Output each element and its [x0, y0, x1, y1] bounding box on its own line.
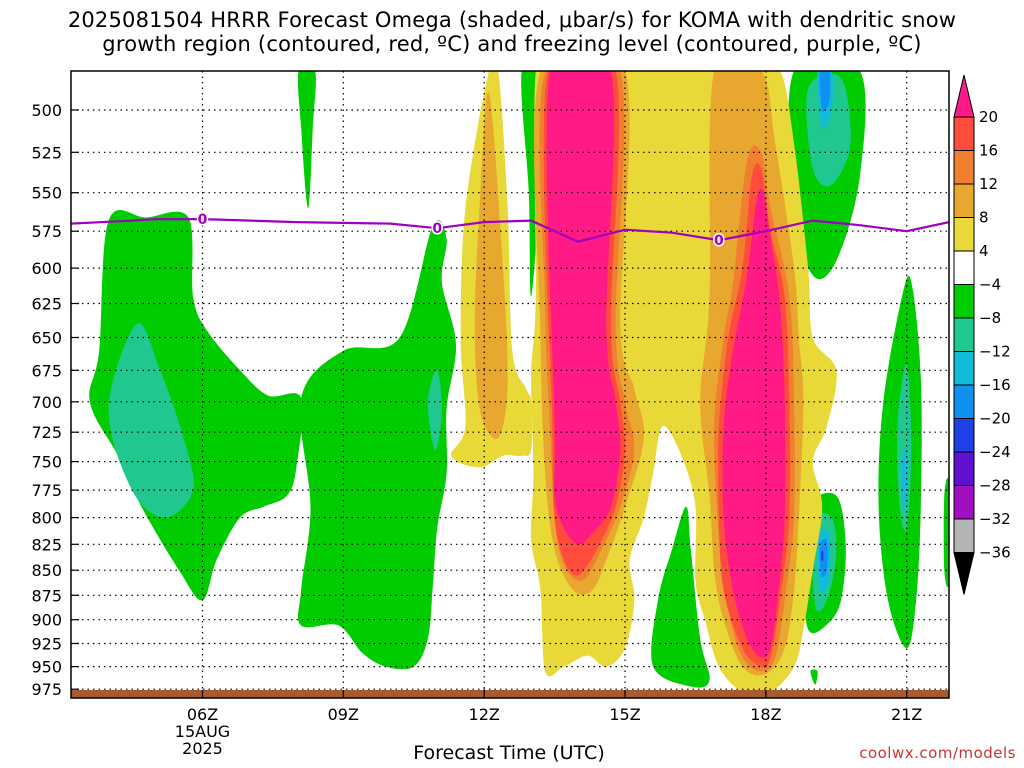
omega-region-14 [806, 73, 851, 187]
omega-region-20 [901, 448, 908, 509]
colorbar-label-12: −32 [979, 510, 1011, 528]
colorbar-label-10: −24 [979, 443, 1011, 461]
colorbar-label-8: −16 [979, 376, 1011, 394]
y-tick-label-825: 825 [31, 535, 62, 554]
colorbar-swatch-2 [953, 150, 975, 185]
colorbar-swatch-7 [953, 317, 975, 352]
x-tick-label-09Z: 09Z [328, 705, 359, 724]
omega-region-9 [810, 669, 818, 685]
omega-region-11 [108, 323, 194, 518]
y-tick-label-625: 625 [31, 295, 62, 314]
surface-band [71, 690, 949, 698]
title-line-1: 2025081504 HRRR Forecast Omega (shaded, … [67, 8, 957, 32]
surface-layer [71, 690, 949, 698]
omega-region-16 [897, 363, 912, 532]
y-tick-label-925: 925 [31, 635, 62, 654]
omega-shading [89, 71, 949, 695]
freezing-level-label-0: 0 [198, 212, 208, 228]
colorbar-label-7: −12 [979, 343, 1011, 361]
colorbar-swatch-10 [953, 418, 975, 453]
colorbar-bottom-arrow [953, 552, 975, 595]
colorbar-label-13: −36 [979, 544, 1011, 562]
y-axis: 500 525 550 575 600 625 650 675 700 725 750 775 800 8… [31, 101, 79, 699]
colorbar-label-0: 20 [979, 108, 998, 126]
y-tick-label-725: 725 [31, 423, 62, 442]
colorbar-swatch-8 [953, 351, 975, 386]
colorbar-label-2: 12 [979, 175, 998, 193]
x-tick-label-12Z: 12Z [469, 705, 500, 724]
grid-lines [71, 71, 949, 698]
omega-region-26 [474, 91, 508, 440]
y-tick-label-950: 950 [31, 658, 62, 677]
x-tick-label-18Z: 18Z [750, 705, 781, 724]
y-tick-label-975: 975 [31, 680, 62, 699]
omega-region-34 [722, 188, 786, 658]
colorbar-swatch-11 [953, 451, 975, 486]
colorbar-label-6: −8 [979, 309, 1001, 327]
y-tick-label-800: 800 [31, 509, 62, 528]
omega-region-10 [943, 478, 949, 588]
y-tick-label-600: 600 [31, 259, 62, 278]
colorbar-label-1: 16 [979, 142, 998, 160]
colorbar-label-3: 8 [979, 209, 989, 227]
y-tick-label-700: 700 [31, 393, 62, 412]
omega-region-33 [546, 71, 621, 545]
plot-frame [70, 70, 950, 699]
colorbar-label-9: −20 [979, 410, 1011, 428]
colorbar-swatch-5 [953, 250, 975, 285]
y-tick-label-550: 550 [31, 184, 62, 203]
x-tick-label-06Z: 06Z [187, 705, 218, 724]
y-tick-label-850: 850 [31, 561, 62, 580]
omega-region-12 [427, 370, 442, 451]
chart-title: 2025081504 HRRR Forecast Omega (shaded, … [0, 8, 1024, 56]
y-tick-label-675: 675 [31, 361, 62, 380]
colorbar-label-5: −4 [979, 276, 1001, 294]
omega-region-22 [819, 538, 828, 578]
omega-region-1 [297, 220, 457, 670]
y-tick-label-500: 500 [31, 101, 62, 120]
colorbar-label-4: 4 [979, 242, 989, 260]
title-line-2: growth region (contoured, red, ºC) and f… [102, 32, 922, 56]
freezing-level: 0 0 0 [71, 211, 949, 251]
y-tick-label-750: 750 [31, 453, 62, 472]
y-tick-label-900: 900 [31, 611, 62, 630]
x-tick-sublabel-0: 15AUG [175, 722, 230, 741]
freezing-level-label-2: 0 [714, 233, 724, 249]
freezing-level-label-1: 0 [432, 221, 442, 237]
colorbar-swatch-3 [953, 183, 975, 218]
omega-region-2 [297, 71, 316, 209]
omega-region-23 [821, 550, 824, 561]
colorbar-swatch-9 [953, 384, 975, 419]
colorbar-swatch-12 [953, 485, 975, 520]
omega-region-5 [651, 506, 710, 688]
freezing-level-line [71, 218, 949, 243]
colorbar-top-arrow [953, 74, 975, 118]
site-credit: coolwx.com/models [859, 744, 1016, 762]
x-tick-sublabel-1: 2025 [182, 739, 223, 758]
y-tick-label-650: 650 [31, 329, 62, 348]
colorbar: 20 16 12 8 4 −4 −8 −12 −16 −20 −24 −28 −32 −36 [953, 74, 1011, 595]
colorbar-swatch-4 [953, 217, 975, 252]
y-tick-label-775: 775 [31, 481, 62, 500]
colorbar-swatch-13 [953, 518, 975, 553]
y-tick-label-875: 875 [31, 586, 62, 605]
colorbar-swatch-6 [953, 284, 975, 319]
colorbar-swatch-1 [953, 116, 975, 151]
x-axis-label: Forecast Time (UTC) [413, 742, 605, 764]
y-tick-label-525: 525 [31, 143, 62, 162]
x-tick-label-15Z: 15Z [609, 705, 640, 724]
colorbar-label-11: −28 [979, 477, 1011, 495]
omega-region-21 [819, 71, 831, 112]
y-tick-label-575: 575 [31, 222, 62, 241]
x-tick-label-21Z: 21Z [891, 705, 922, 724]
